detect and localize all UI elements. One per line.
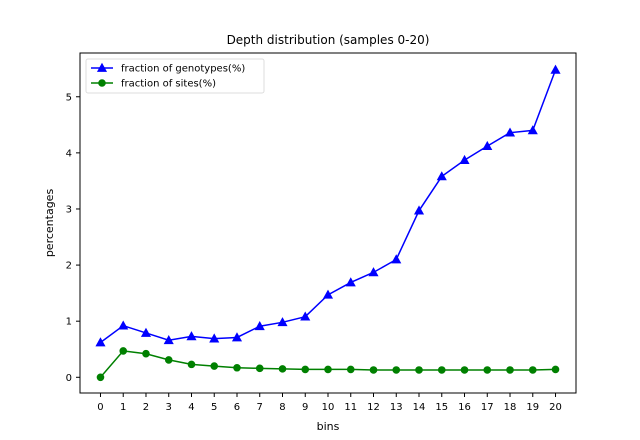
data-point xyxy=(118,320,129,330)
data-point xyxy=(528,366,537,374)
y-axis-label: percentages xyxy=(43,189,56,258)
data-point xyxy=(163,335,174,345)
data-point xyxy=(233,363,241,372)
y-tick-label: 2 xyxy=(66,261,72,272)
x-axis-ticks: 0 1 2 3 4 5 6 7 8 9 10 11 12 13 14 15 16 17 18 19 20 xyxy=(97,393,562,413)
data-point xyxy=(300,311,311,321)
data-point xyxy=(369,366,378,374)
legend-entry: fraction of sites(%) xyxy=(91,79,216,90)
legend-label: fraction of sites(%) xyxy=(121,79,216,90)
series-layer xyxy=(95,64,561,382)
data-point xyxy=(506,366,514,374)
legend-marker xyxy=(98,79,106,87)
legend-marker xyxy=(96,62,108,72)
series-line xyxy=(100,69,557,344)
data-point xyxy=(550,64,561,74)
data-point xyxy=(209,333,220,343)
data-point xyxy=(436,171,447,181)
data-point xyxy=(368,267,379,277)
legend: fraction of genotypes(%) fraction of site… xyxy=(85,58,265,94)
data-point xyxy=(255,364,264,373)
data-point xyxy=(345,277,356,287)
data-point xyxy=(482,140,493,150)
data-point xyxy=(322,289,334,299)
y-tick-label: 4 xyxy=(66,148,72,159)
data-point xyxy=(483,366,492,374)
x-tick-label: 10 xyxy=(322,402,335,413)
data-point xyxy=(459,154,470,165)
x-tick-label: 8 xyxy=(279,402,285,413)
data-point xyxy=(96,373,105,382)
x-tick-label: 17 xyxy=(481,402,494,413)
data-point xyxy=(231,332,243,342)
x-tick-label: 6 xyxy=(234,402,240,413)
legend-entry: fraction of genotypes(%) xyxy=(91,62,245,75)
data-point xyxy=(324,365,332,374)
series-genotypes xyxy=(95,64,561,347)
data-point xyxy=(391,254,402,264)
series-sites xyxy=(96,347,560,382)
x-tick-label: 5 xyxy=(211,402,217,413)
legend-box xyxy=(85,58,265,94)
x-axis-label: bins xyxy=(317,420,340,433)
y-tick-label: 1 xyxy=(66,317,72,328)
data-point xyxy=(301,365,310,374)
data-point xyxy=(527,125,538,135)
chart-title: Depth distribution (samples 0-20) xyxy=(227,33,430,47)
x-tick-label: 15 xyxy=(435,402,448,413)
data-point xyxy=(504,127,516,137)
data-point xyxy=(392,366,401,374)
data-point xyxy=(210,362,219,370)
data-point xyxy=(142,349,150,358)
x-tick-label: 19 xyxy=(526,402,539,413)
x-tick-label: 9 xyxy=(302,402,308,413)
data-point xyxy=(119,347,128,355)
data-point xyxy=(164,356,173,364)
data-point xyxy=(437,366,446,374)
data-point xyxy=(254,321,265,331)
x-tick-label: 4 xyxy=(188,402,194,413)
data-point xyxy=(186,331,197,341)
y-tick-label: 5 xyxy=(66,92,72,103)
data-point xyxy=(95,337,106,347)
x-tick-label: 13 xyxy=(390,402,403,413)
data-point xyxy=(415,366,423,374)
legend-label: fraction of genotypes(%) xyxy=(121,64,245,75)
x-tick-label: 2 xyxy=(143,402,149,413)
x-tick-label: 14 xyxy=(413,402,426,413)
data-point xyxy=(460,366,469,374)
data-point xyxy=(346,365,355,374)
x-tick-label: 12 xyxy=(367,402,380,413)
x-tick-label: 0 xyxy=(97,402,103,413)
data-point xyxy=(413,205,425,215)
data-point xyxy=(278,365,287,373)
data-point xyxy=(140,327,152,337)
x-tick-label: 16 xyxy=(458,402,471,413)
x-tick-label: 20 xyxy=(549,402,562,413)
x-tick-label: 11 xyxy=(344,402,357,413)
plot-frame xyxy=(79,52,577,394)
x-tick-label: 1 xyxy=(120,402,126,413)
x-tick-label: 18 xyxy=(504,402,517,413)
data-point xyxy=(187,360,196,369)
data-point xyxy=(551,365,560,374)
x-tick-label: 3 xyxy=(166,402,172,413)
x-tick-label: 7 xyxy=(257,402,263,413)
y-axis-ticks: 0 1 2 3 4 5 xyxy=(66,92,80,384)
y-tick-label: 0 xyxy=(66,373,72,384)
data-point xyxy=(277,317,288,327)
y-tick-label: 3 xyxy=(66,204,72,215)
